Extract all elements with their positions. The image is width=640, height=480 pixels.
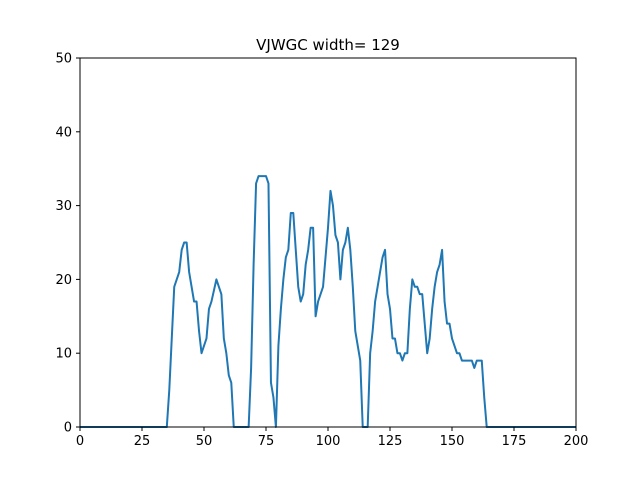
x-tick-label: 150 [440, 434, 465, 449]
x-tick-label: 75 [258, 434, 275, 449]
y-tick-label: 40 [55, 125, 72, 140]
x-tick-label: 175 [502, 434, 527, 449]
x-tick-label: 100 [316, 434, 341, 449]
y-tick-label: 30 [55, 199, 72, 214]
y-axis: 0 10 20 30 40 50 [55, 52, 80, 436]
y-tick-label: 0 [64, 421, 72, 436]
chart-title: VJWGC width= 129 [256, 36, 400, 54]
y-tick-label: 50 [55, 52, 72, 67]
y-tick-label: 10 [55, 347, 72, 362]
series-line-0 [80, 175, 576, 428]
y-tick-label: 20 [55, 273, 72, 288]
x-tick-label: 50 [196, 434, 213, 449]
x-axis: 0 25 50 75 100 125 150 175 200 [76, 427, 589, 449]
x-tick-label: 200 [564, 434, 589, 449]
x-tick-label: 25 [134, 434, 151, 449]
plot-area [80, 175, 576, 428]
axes-frame [79, 57, 577, 428]
x-tick-label: 125 [378, 434, 403, 449]
x-tick-label: 0 [76, 434, 84, 449]
